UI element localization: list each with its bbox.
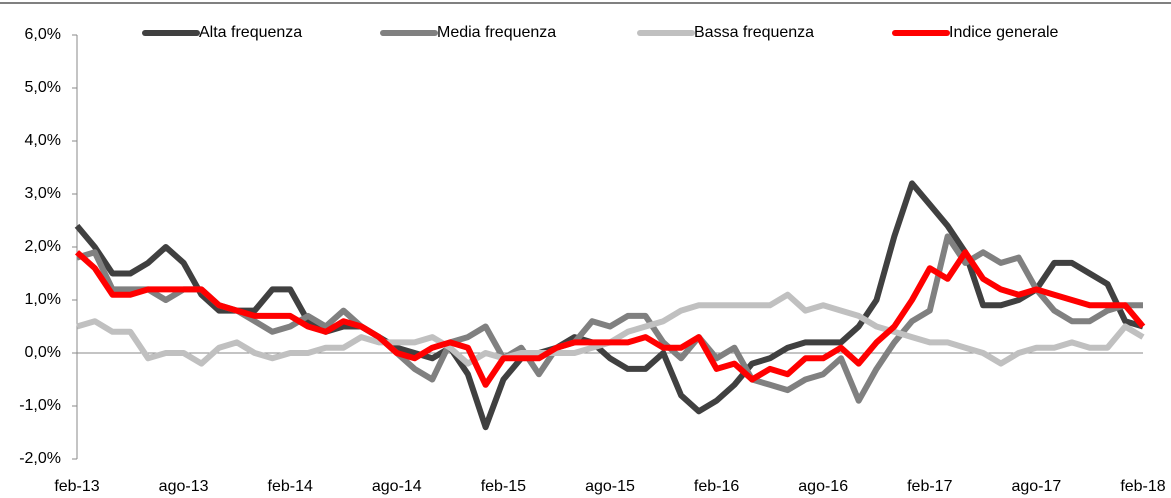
x-tick-label: feb-18 [1120, 478, 1165, 495]
x-tick-label: feb-14 [268, 478, 313, 495]
series-line [75, 249, 1146, 388]
x-tick-label: ago-14 [372, 478, 422, 495]
x-tick-label: ago-17 [1011, 478, 1061, 495]
legend-label: Media frequenza [437, 24, 556, 41]
x-tick-label: feb-17 [907, 478, 952, 495]
y-tick-label: 3,0% [25, 185, 61, 202]
legend-label: Indice generale [949, 24, 1059, 41]
y-tick-label: 1,0% [25, 291, 61, 308]
x-tick-label: feb-16 [694, 478, 739, 495]
x-tick-label: feb-15 [481, 478, 526, 495]
x-tick-label: feb-13 [54, 478, 99, 495]
y-tick-label: 2,0% [25, 238, 61, 255]
legend-label: Alta frequenza [199, 24, 302, 41]
y-tick-label: 4,0% [25, 132, 61, 149]
legend-label: Bassa frequenza [694, 24, 814, 41]
y-tick-label: 5,0% [25, 79, 61, 96]
y-tick-label: 0,0% [25, 344, 61, 361]
x-tick-label: ago-15 [585, 478, 635, 495]
x-tick-label: ago-16 [798, 478, 848, 495]
y-tick-label: -1,0% [19, 397, 61, 414]
series-line [76, 233, 1143, 404]
x-tick-label: ago-13 [159, 478, 209, 495]
y-tick-label: 6,0% [25, 26, 61, 43]
y-tick-label: -2,0% [19, 450, 61, 467]
series-line [74, 180, 1144, 431]
